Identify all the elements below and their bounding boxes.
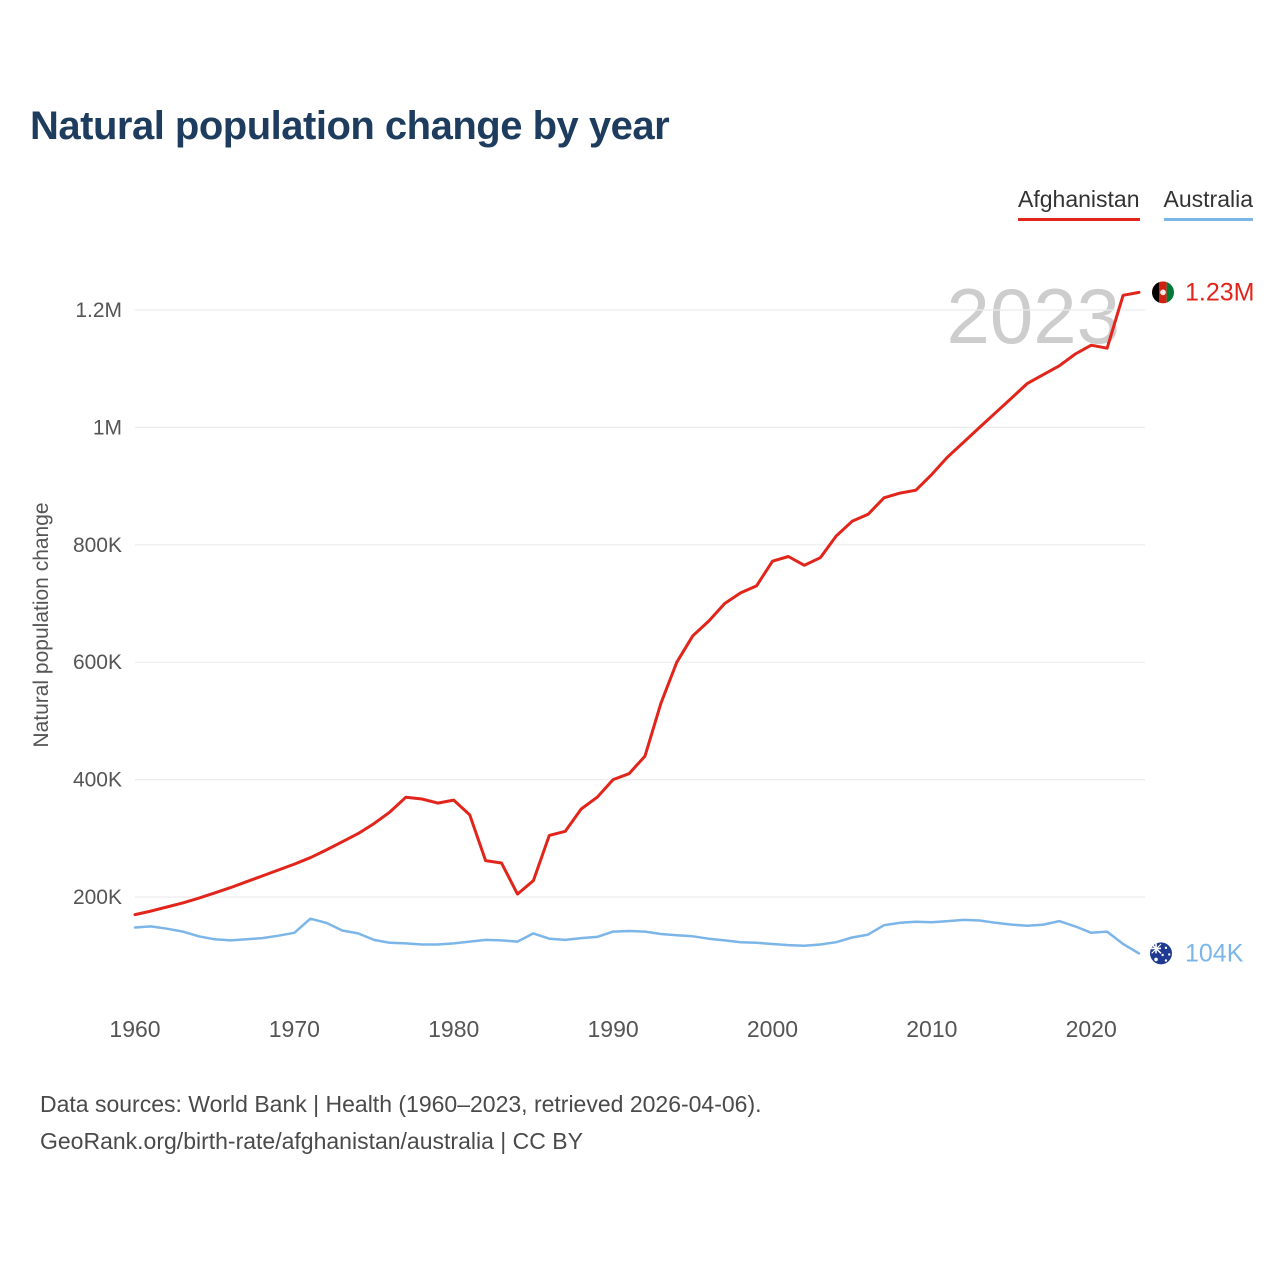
page-title: Natural population change by year xyxy=(30,104,670,148)
afghanistan-flag-icon xyxy=(1152,281,1174,304)
footer-attribution-line: GeoRank.org/birth-rate/afghanistan/austr… xyxy=(40,1128,583,1154)
footer: Data sources: World Bank | Health (1960–… xyxy=(40,1086,762,1160)
y-tick-label: 800K xyxy=(73,534,122,557)
legend-label-australia: Australia xyxy=(1163,186,1253,212)
footer-sources-line: Data sources: World Bank | Health (1960–… xyxy=(40,1091,762,1117)
australia-flag-icon xyxy=(1150,942,1172,965)
afghanistan-end-label: 1.23M xyxy=(1185,278,1254,306)
x-tick-label: 1990 xyxy=(588,1016,639,1042)
australia-end-label: 104K xyxy=(1185,939,1244,967)
x-tick-label: 2000 xyxy=(747,1016,798,1042)
x-tick-label: 2020 xyxy=(1066,1016,1117,1042)
y-tick-label: 1M xyxy=(93,416,122,439)
x-tick-label: 1980 xyxy=(428,1016,479,1042)
y-axis-title: Natural population change xyxy=(30,502,53,747)
y-tick-label: 400K xyxy=(73,769,122,792)
y-tick-label: 600K xyxy=(73,651,122,674)
legend-item-australia[interactable]: Australia xyxy=(1163,186,1253,221)
legend: Afghanistan Australia xyxy=(1018,186,1253,221)
legend-item-afghanistan[interactable]: Afghanistan xyxy=(1018,186,1140,221)
y-tick-label: 1.2M xyxy=(75,299,122,322)
series-line-australia[interactable] xyxy=(133,917,1141,955)
y-tick-label: 200K xyxy=(73,886,122,909)
x-tick-label: 1960 xyxy=(109,1016,160,1042)
x-tick-label: 1970 xyxy=(269,1016,320,1042)
series-line-afghanistan[interactable] xyxy=(133,290,1141,917)
legend-label-afghanistan: Afghanistan xyxy=(1018,186,1140,212)
chart-area[interactable]: 2023 200K 400K 600K 800K 1M 1.2M 1960 1970 1980 19… xyxy=(0,240,1280,1070)
x-tick-label: 2010 xyxy=(906,1016,957,1042)
